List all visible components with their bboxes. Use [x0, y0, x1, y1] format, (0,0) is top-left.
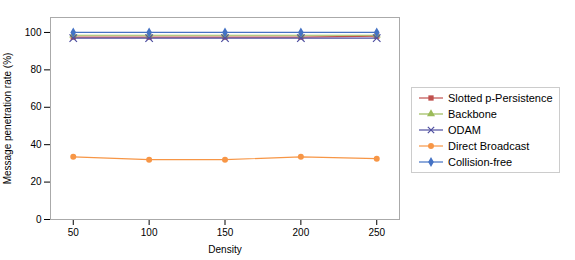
svg-text:Density: Density: [208, 244, 241, 255]
svg-text:200: 200: [293, 227, 310, 238]
html-text:Backbone: Backbone: [448, 108, 497, 120]
svg-text:250: 250: [368, 227, 385, 238]
svg-text:20: 20: [30, 176, 42, 187]
html-text:ODAM: ODAM: [448, 124, 481, 136]
html-text:Direct Broadcast: Direct Broadcast: [448, 140, 530, 152]
svg-text:Message penetration rate (%): Message penetration rate (%): [2, 53, 13, 185]
svg-text:40: 40: [30, 139, 42, 150]
svg-text:0: 0: [36, 214, 42, 225]
svg-text:60: 60: [30, 101, 42, 112]
svg-text:150: 150: [217, 227, 234, 238]
svg-text:50: 50: [68, 227, 80, 238]
html-text:Slotted p-Persistence: Slotted p-Persistence: [448, 92, 553, 104]
svg-text:100: 100: [25, 27, 42, 38]
svg-text:80: 80: [30, 64, 42, 75]
svg-text:100: 100: [141, 227, 158, 238]
html-text:Collision-free: Collision-free: [448, 156, 513, 168]
